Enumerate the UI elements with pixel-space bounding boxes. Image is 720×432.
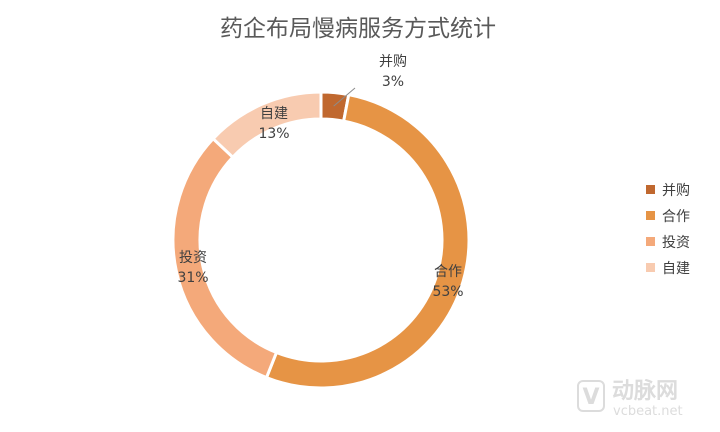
doughnut-slices (171, 90, 471, 390)
leader-line (333, 87, 356, 107)
watermark-logo: V (577, 380, 605, 412)
legend-label: 并购 (662, 183, 690, 199)
data-label-投资: 投资 31% (177, 250, 208, 286)
legend-swatch (646, 263, 655, 272)
data-label-合作: 合作 53% (432, 264, 463, 300)
data-label-value: 53% (432, 284, 463, 300)
legend-label: 自建 (662, 261, 690, 277)
data-label-category: 投资 (179, 250, 207, 266)
watermark-brand: 动脉网 (612, 379, 678, 404)
slice-自建 (210, 90, 323, 160)
svg-text:V: V (582, 385, 599, 410)
watermark: V 动脉网 vcbeat.net (577, 379, 683, 419)
chart-title: 药企布局慢病服务方式统计 (220, 16, 496, 42)
legend-label: 投资 (662, 235, 690, 251)
data-label-value: 3% (382, 74, 404, 90)
watermark-url: vcbeat.net (613, 404, 683, 419)
data-label-category: 并购 (379, 54, 407, 70)
legend-swatch (646, 185, 655, 194)
data-label-value: 13% (258, 126, 289, 142)
data-label-自建: 自建 13% (258, 106, 289, 142)
legend-item-并购: 并购 (646, 183, 690, 199)
legend-swatch (646, 237, 655, 246)
data-label-并购: 并购 3% (379, 54, 407, 90)
legend-item-合作: 合作 (646, 209, 690, 225)
data-label-category: 自建 (260, 106, 288, 122)
legend-label: 合作 (662, 209, 690, 225)
data-label-value: 31% (177, 270, 208, 286)
data-labels: 并购 3% 合作 53% 投资 31% 自建 13% (177, 54, 463, 300)
legend-swatch (646, 211, 655, 220)
slice-合作 (264, 92, 471, 390)
legend-item-投资: 投资 (646, 235, 690, 251)
legend-item-自建: 自建 (646, 261, 690, 277)
data-label-category: 合作 (434, 264, 462, 280)
